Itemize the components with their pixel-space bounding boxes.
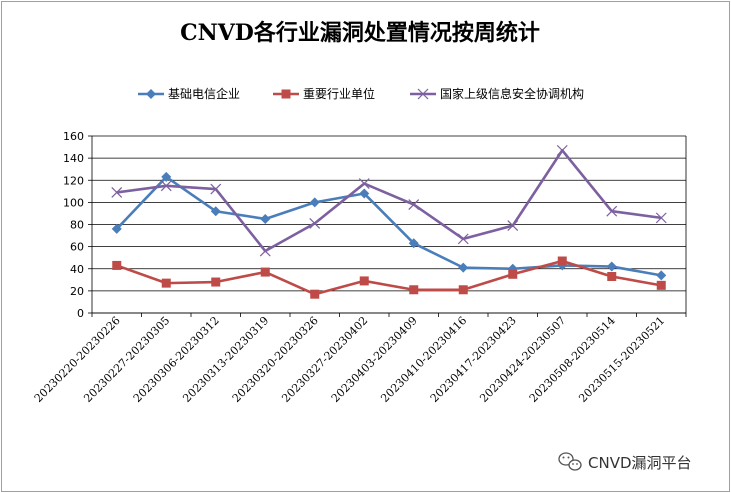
data-point bbox=[457, 233, 469, 245]
series-path bbox=[116, 149, 662, 253]
legend-label: 重要行业单位 bbox=[303, 86, 375, 101]
y-tick-label: 20 bbox=[70, 285, 84, 298]
data-point bbox=[408, 238, 419, 249]
data-point bbox=[508, 269, 518, 279]
data-point bbox=[458, 262, 469, 273]
data-point bbox=[556, 144, 568, 156]
series-line bbox=[112, 256, 666, 299]
y-tick-label: 140 bbox=[63, 152, 84, 165]
data-point bbox=[408, 199, 420, 211]
data-point bbox=[417, 88, 429, 100]
data-point bbox=[606, 205, 618, 217]
data-point bbox=[210, 206, 221, 217]
legend-item: 重要行业单位 bbox=[273, 86, 375, 101]
data-point bbox=[359, 188, 370, 199]
data-point bbox=[281, 89, 291, 99]
data-point bbox=[656, 270, 667, 281]
data-point bbox=[656, 280, 666, 290]
data-point bbox=[111, 186, 123, 198]
y-tick-label: 60 bbox=[70, 241, 84, 254]
x-tick-label: 20230227-20230305 bbox=[81, 314, 172, 405]
data-point bbox=[607, 271, 617, 281]
legend-label: 国家上级信息安全协调机构 bbox=[440, 86, 584, 101]
x-tick-label: 20230417-20230423 bbox=[428, 314, 519, 405]
legend-item: 国家上级信息安全协调机构 bbox=[410, 86, 584, 101]
watermark-text: CNVD漏洞平台 bbox=[588, 454, 692, 472]
series-line bbox=[111, 144, 667, 257]
x-tick-label: 20230410-20230416 bbox=[378, 314, 469, 405]
data-point bbox=[146, 89, 156, 99]
data-point bbox=[112, 260, 122, 270]
y-tick-label: 40 bbox=[70, 263, 84, 276]
data-point bbox=[260, 267, 270, 277]
data-point bbox=[606, 261, 617, 272]
y-tick-label: 160 bbox=[63, 130, 84, 143]
data-point bbox=[507, 220, 519, 232]
x-tick-label: 20230515-20230521 bbox=[576, 314, 667, 405]
wechat-icon bbox=[558, 452, 582, 471]
data-point bbox=[655, 212, 667, 224]
chart-title: CNVD各行业漏洞处置情况按周统计 bbox=[180, 20, 540, 46]
legend-label: 基础电信企业 bbox=[168, 86, 240, 101]
x-tick-label: 20230327-20230402 bbox=[279, 314, 370, 405]
data-point bbox=[359, 276, 369, 286]
data-point bbox=[259, 245, 271, 257]
axes: 02040608010012014016020230220-2023022620… bbox=[32, 130, 687, 405]
data-point bbox=[309, 217, 321, 229]
series-path bbox=[115, 175, 662, 277]
data-point bbox=[310, 289, 320, 299]
y-tick-label: 120 bbox=[63, 174, 84, 187]
x-tick-label: 20230313-20230319 bbox=[180, 314, 271, 405]
x-tick-label: 20230424-20230507 bbox=[477, 314, 568, 405]
y-tick-label: 0 bbox=[77, 307, 84, 320]
data-point bbox=[161, 171, 172, 182]
legend-item: 基础电信企业 bbox=[138, 86, 240, 101]
data-point bbox=[111, 223, 122, 234]
legend: 基础电信企业 重要行业单位 国家上级信息安全协调机构 bbox=[138, 86, 584, 101]
watermark: CNVD漏洞平台 bbox=[558, 452, 692, 472]
y-tick-label: 100 bbox=[63, 196, 84, 209]
series-lines bbox=[111, 144, 667, 299]
data-point bbox=[409, 285, 419, 295]
data-point bbox=[260, 213, 271, 224]
series-path bbox=[116, 259, 662, 296]
y-tick-label: 80 bbox=[70, 219, 84, 232]
x-tick-label: 20230403-20230409 bbox=[329, 314, 420, 405]
data-point bbox=[358, 178, 370, 189]
data-point bbox=[210, 183, 222, 195]
x-tick-label: 20230220-20230226 bbox=[32, 314, 123, 405]
data-point bbox=[161, 278, 171, 288]
data-point bbox=[211, 277, 221, 287]
data-point bbox=[557, 256, 567, 266]
data-point bbox=[309, 197, 320, 208]
x-tick-label: 20230306-20230312 bbox=[131, 314, 222, 405]
x-tick-label: 20230508-20230514 bbox=[527, 314, 618, 405]
data-point bbox=[458, 285, 468, 295]
data-point bbox=[160, 180, 172, 192]
x-tick-label: 20230320-20230326 bbox=[230, 314, 321, 405]
